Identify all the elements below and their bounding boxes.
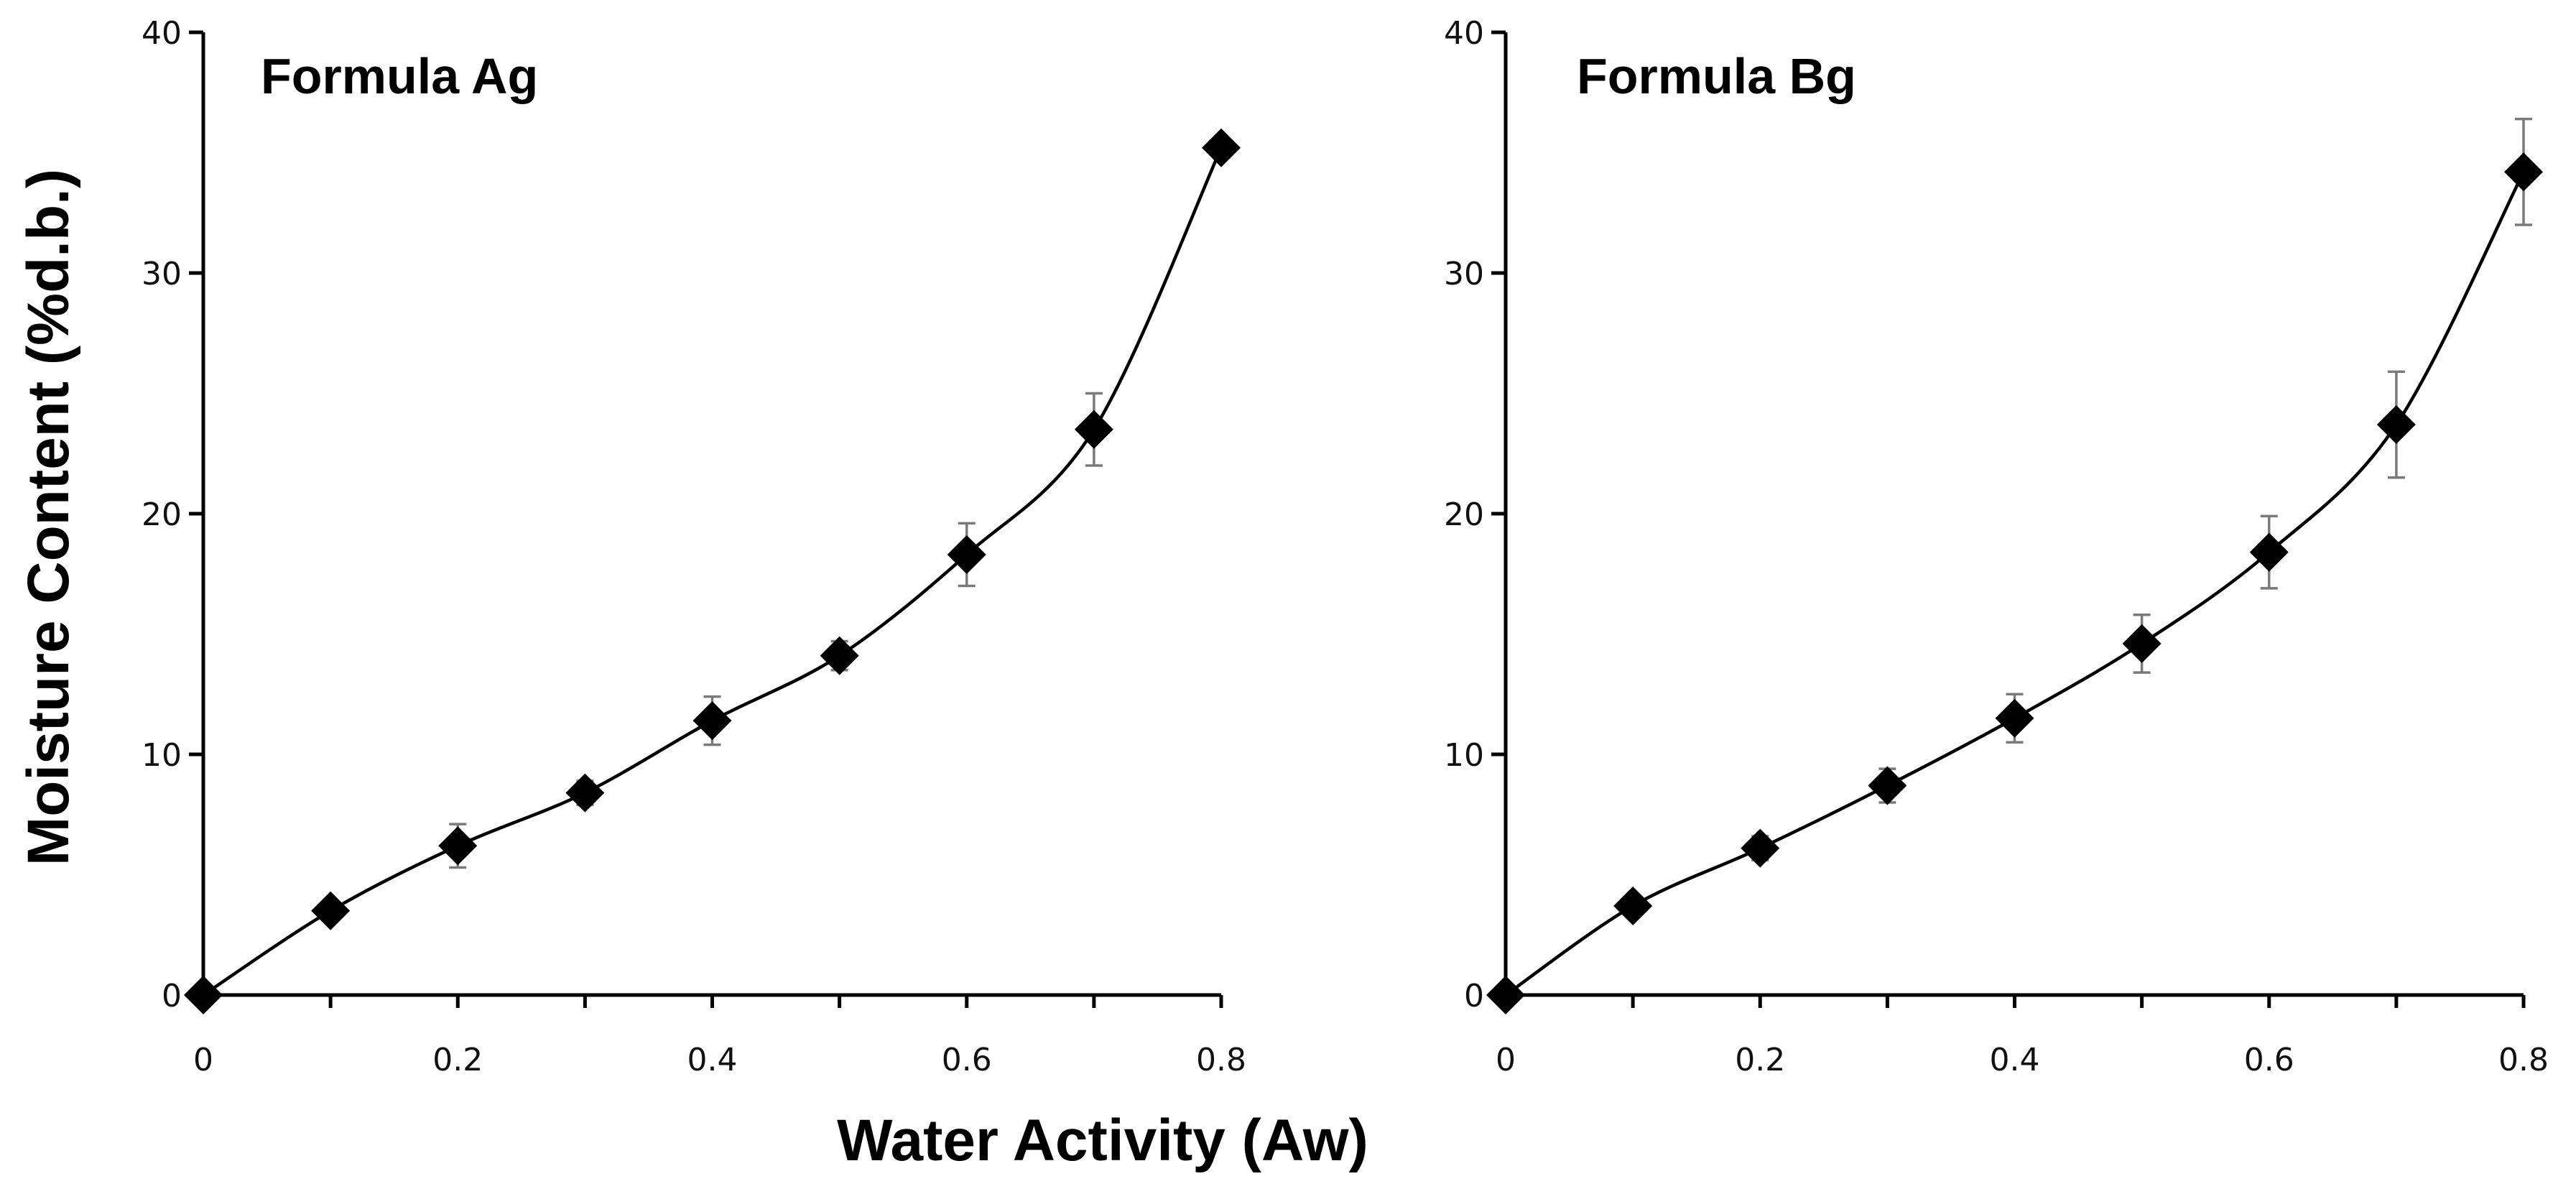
data-point-marker	[1741, 828, 1780, 868]
data-point-marker	[2122, 624, 2162, 663]
panel-title: Formula Bg	[1577, 48, 1856, 104]
y-tick-label: 0	[1464, 978, 1484, 1014]
data-point-marker	[2376, 405, 2416, 445]
y-tick-label: 10	[1444, 737, 1484, 774]
x-tick-label: 0.4	[1990, 1042, 2040, 1078]
data-point-marker	[1074, 410, 1113, 449]
x-tick-label: 0	[1496, 1042, 1516, 1078]
y-tick-label: 20	[1444, 496, 1484, 533]
y-tick-label: 30	[1444, 256, 1484, 292]
data-point-marker	[2249, 532, 2289, 572]
panel-title: Formula Ag	[261, 48, 538, 104]
data-point-marker	[184, 976, 223, 1014]
data-point-marker	[311, 891, 351, 930]
fit-curve	[202, 147, 1223, 996]
data-point-marker	[1613, 887, 1653, 926]
x-tick-label: 0.2	[432, 1042, 483, 1078]
data-point-marker	[1995, 698, 2034, 738]
x-tick-label: 0	[193, 1042, 213, 1078]
x-tick-label: 0.8	[2498, 1042, 2549, 1078]
x-tick-label: 0.2	[1735, 1042, 1785, 1078]
x-tick-label: 0.8	[1196, 1042, 1246, 1078]
data-point-marker	[692, 701, 732, 741]
x-tick-label: 0.4	[687, 1042, 738, 1078]
data-point-marker	[565, 773, 605, 813]
y-tick-label: 40	[142, 15, 182, 52]
data-point-marker	[1868, 766, 1907, 805]
panel-formula-ag: 0 10 20 30 40 0 0.2 0.4 0.6 0.8 Formula Ag	[142, 15, 1246, 1078]
data-point-marker	[1202, 128, 1241, 167]
y-tick-label: 10	[142, 737, 182, 774]
fit-curve	[1504, 171, 2526, 996]
x-axis-title: Water Activity (Aw)	[837, 1108, 1368, 1173]
x-tick-label: 0.6	[2244, 1042, 2294, 1078]
y-tick-label: 40	[1444, 15, 1484, 52]
data-point-marker	[820, 636, 859, 675]
data-point-marker	[438, 826, 478, 866]
y-tick-label: 30	[142, 256, 182, 292]
x-tick-label: 0.6	[942, 1042, 992, 1078]
data-point-marker	[947, 535, 986, 574]
data-point-marker	[2504, 152, 2543, 192]
y-tick-label: 0	[162, 978, 182, 1014]
panel-formula-bg: 0 10 20 30 40 0 0.2 0.4 0.6 0.8 Formula Bg	[1444, 15, 2549, 1078]
y-tick-label: 20	[142, 496, 182, 533]
data-point-marker	[1486, 976, 1525, 1014]
y-axis-title: Moisture Content (%d.b.)	[16, 169, 81, 866]
